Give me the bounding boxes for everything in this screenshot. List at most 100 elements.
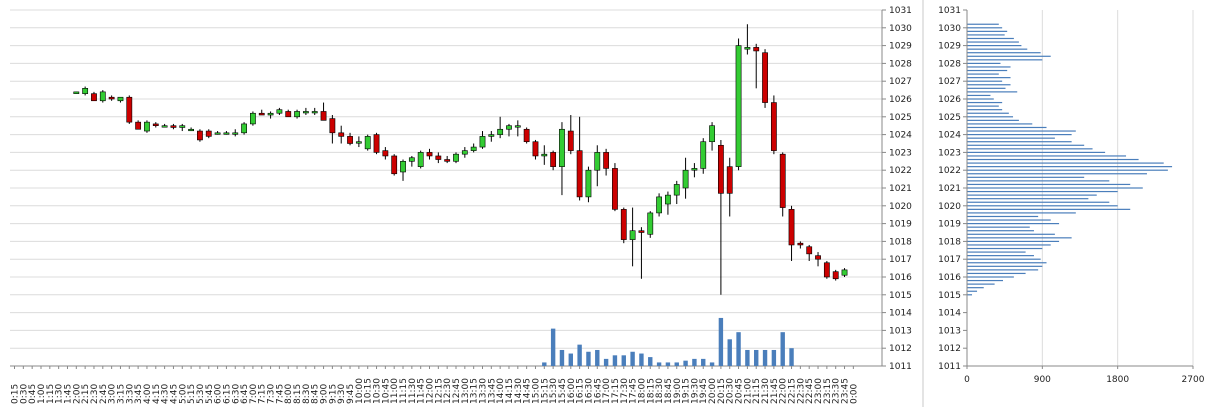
candle-body <box>541 153 548 157</box>
candle-body <box>620 209 627 240</box>
candle-body <box>797 242 804 246</box>
main-x-tick-label: 17:15 <box>611 378 621 404</box>
side-y-tick-label: 1024 <box>938 131 961 141</box>
side-y-tick-label: 1011 <box>938 362 961 372</box>
candle <box>152 122 159 128</box>
main-x-tick-label: 18:15 <box>646 378 656 404</box>
main-y-tick-label: 1029 <box>889 42 912 52</box>
candle-body <box>762 52 768 103</box>
candle <box>205 129 212 139</box>
candle <box>541 145 548 165</box>
profile-bar <box>967 230 1034 232</box>
candle <box>364 134 371 151</box>
profile-bar <box>967 162 1164 164</box>
candle-body <box>179 125 186 128</box>
candlestick-series <box>73 24 848 295</box>
candle <box>717 139 724 295</box>
main-x-tick-label: 23:45 <box>841 378 851 404</box>
main-x-tick-label: 22:00 <box>779 378 789 404</box>
main-x-tick-label: 14:30 <box>514 378 524 404</box>
candle <box>612 163 618 212</box>
candle <box>258 109 265 116</box>
candle-body <box>355 141 362 144</box>
volume-bar <box>542 362 547 366</box>
profile-bar <box>967 69 1008 72</box>
profile-bar <box>967 55 1051 57</box>
main-x-tick-label: 6:30 <box>231 384 241 404</box>
candle-body <box>656 196 662 214</box>
main-x-tick-label: 12:30 <box>443 378 453 404</box>
main-x-tick-label: 18:00 <box>637 378 647 404</box>
side-y-tick-label: 1023 <box>938 148 961 158</box>
candle-body <box>435 155 442 160</box>
candle-body <box>585 169 592 198</box>
candle-body <box>700 141 707 169</box>
main-y-tick-label: 1012 <box>889 344 912 354</box>
main-y-tick-label: 1028 <box>889 59 912 69</box>
main-x-tick-label: 11:15 <box>399 378 409 404</box>
main-x-tick-label: 3:00 <box>108 384 118 404</box>
profile-bar <box>967 112 1009 114</box>
volume-bar <box>595 349 600 366</box>
profile-bar <box>967 80 1003 82</box>
candle-body <box>691 168 698 171</box>
candle-body <box>338 132 345 137</box>
candle-body <box>770 102 777 151</box>
candle-body <box>523 128 530 143</box>
candle-body <box>205 130 212 137</box>
profile-bar <box>967 91 1018 93</box>
candle-body <box>717 144 724 194</box>
main-x-tick-label: 5:30 <box>196 384 206 404</box>
candle-body <box>152 123 159 126</box>
candle-body <box>373 134 380 153</box>
main-x-tick-label: 3:45 <box>134 384 144 404</box>
main-x-tick-label: 8:15 <box>293 384 303 404</box>
candle <box>797 241 804 249</box>
side-x-tick-label: 2700 <box>1182 375 1205 385</box>
main-x-tick-label: 2:15 <box>81 384 91 404</box>
candle-body <box>294 111 300 118</box>
main-x-tick-label: 3:30 <box>125 384 135 404</box>
candle-body <box>250 112 256 125</box>
main-x-tick-label: 19:00 <box>673 378 683 404</box>
candle <box>426 148 433 160</box>
main-x-tick-label: 15:00 <box>531 378 541 404</box>
candle-body <box>188 128 194 132</box>
candle <box>726 157 733 217</box>
candle-body <box>576 150 583 198</box>
profile-bar <box>967 66 1011 68</box>
candle <box>497 116 504 139</box>
main-x-tick-label: 14:45 <box>523 378 533 404</box>
candle <box>391 154 398 176</box>
profile-bar <box>967 84 1011 86</box>
main-x-tick-label: 11:00 <box>390 378 400 404</box>
profile-bar <box>967 269 1039 271</box>
side-y-tick-label: 1025 <box>938 113 961 123</box>
candle <box>559 122 565 196</box>
candle-body <box>815 255 821 260</box>
main-x-tick-label: 2:45 <box>99 384 109 404</box>
main-x-tick-label: 13:00 <box>461 378 471 404</box>
candle <box>656 193 662 217</box>
main-y-tick-label: 1016 <box>889 273 912 283</box>
main-x-tick-label: 8:30 <box>302 384 312 404</box>
volume-bar <box>718 317 724 366</box>
main-x-tick-label: 16:45 <box>593 378 603 404</box>
candle <box>241 122 247 135</box>
candle-body <box>753 47 760 52</box>
candle <box>197 129 203 142</box>
candle-body <box>647 212 654 235</box>
main-x-tick-label: 4:00 <box>143 384 153 404</box>
profile-bar <box>967 183 1131 186</box>
candle <box>329 115 336 144</box>
candle <box>311 107 318 116</box>
candle <box>567 115 574 155</box>
candle <box>338 125 345 144</box>
main-x-tick-label: 10:45 <box>381 378 391 404</box>
main-x-tick-label: 19:15 <box>682 378 692 404</box>
candle <box>673 180 680 205</box>
side-y-tick-label: 1021 <box>938 184 961 194</box>
candle <box>576 116 583 201</box>
volume-bar <box>780 332 785 366</box>
main-y-tick-label: 1023 <box>889 148 912 158</box>
